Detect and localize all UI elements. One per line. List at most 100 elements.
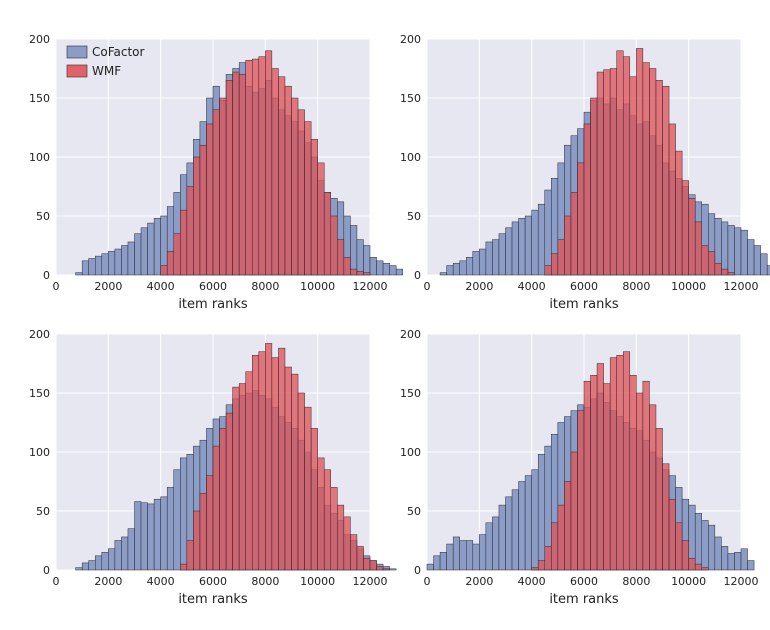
bar-wmf	[688, 198, 696, 276]
x-tick-label: 6000	[199, 575, 227, 588]
tick-labels: 0 2000 4000 6000 8000 10000 12000 0 50 100 150 200	[400, 328, 759, 588]
bar-wmf	[649, 404, 657, 571]
bar-cofactor	[350, 225, 358, 276]
bar-wmf	[655, 428, 663, 571]
bar-wmf	[629, 375, 637, 571]
bar-wmf	[252, 58, 260, 276]
bar-wmf	[271, 357, 279, 571]
bar-wmf	[694, 221, 703, 276]
y-tick-label: 200	[29, 33, 50, 46]
panel-bottom-left: 0 2000 4000 6000 8000 10000 12000050100150200 …	[29, 328, 397, 607]
bar-wmf	[173, 233, 181, 276]
bar-wmf	[278, 76, 286, 276]
y-tick-label: 200	[29, 328, 50, 341]
x-tick-label: 6000	[570, 575, 598, 588]
bar-wmf	[616, 50, 624, 276]
bar-cofactor	[740, 548, 748, 571]
tick-labels: 0 2000 4000 6000 8000 10000 12000 0 50 100 150 200	[29, 33, 388, 293]
legend: CoFactor WMF	[66, 45, 145, 78]
bar-cofactor	[760, 253, 768, 276]
y-tick-label: 200	[400, 328, 421, 341]
bar-cofactor	[439, 272, 447, 276]
bar-cofactor	[498, 504, 506, 571]
y-tick-label: 0	[414, 269, 421, 282]
x-tick-label: 2000	[94, 575, 122, 588]
x-tick-label: 2000	[465, 575, 493, 588]
bar-cofactor	[88, 560, 96, 571]
bar-cofactor	[147, 222, 155, 276]
bar-wmf	[609, 68, 617, 276]
bar-wmf	[225, 80, 233, 276]
bar-cofactor	[727, 553, 735, 571]
bar-wmf	[238, 383, 246, 571]
y-tick-label: 100	[29, 446, 50, 459]
bar-wmf	[701, 567, 709, 571]
bar-wmf	[577, 162, 585, 276]
bar-wmf	[551, 253, 559, 276]
x-axis-label: item ranks	[178, 297, 248, 312]
bar-wmf	[310, 428, 318, 571]
bar-cofactor	[472, 251, 480, 276]
bar-cofactor	[479, 248, 487, 276]
bar-wmf	[564, 215, 572, 276]
bar-wmf	[232, 71, 240, 276]
x-tick-label: 10000	[300, 575, 335, 588]
x-tick-label: 4000	[147, 575, 175, 588]
bar-cofactor	[694, 513, 703, 571]
bar-cofactor	[114, 248, 122, 276]
bar-wmf	[350, 534, 358, 571]
x-tick-label: 2000	[94, 280, 122, 293]
bar-wmf	[356, 546, 364, 571]
bar-wmf	[219, 97, 227, 276]
x-tick-label: 12000	[353, 280, 388, 293]
bar-wmf	[206, 123, 214, 276]
x-axis-label: item ranks	[549, 592, 619, 607]
bar-cofactor	[356, 239, 364, 276]
bar-cofactor	[518, 481, 526, 571]
bar-cofactor	[452, 536, 460, 571]
bar-cofactor	[537, 454, 546, 571]
bar-wmf	[603, 383, 611, 571]
bars	[439, 48, 770, 276]
bar-cofactor	[701, 520, 709, 571]
x-tick-label: 8000	[622, 575, 650, 588]
bar-cofactor	[753, 245, 761, 276]
bar-wmf	[688, 557, 696, 571]
bar-cofactor	[81, 562, 89, 571]
bar-cofactor	[108, 251, 116, 276]
bar-cofactor	[95, 555, 103, 571]
y-tick-label: 100	[29, 151, 50, 164]
bar-wmf	[363, 557, 371, 571]
bar-cofactor	[708, 524, 716, 571]
x-tick-label: 4000	[518, 280, 546, 293]
bar-wmf	[284, 366, 292, 571]
bar-wmf	[662, 85, 670, 276]
bar-wmf	[232, 386, 240, 571]
y-tick-label: 150	[29, 92, 50, 105]
bar-cofactor	[439, 552, 447, 571]
panel-top-left: 0 2000 4000 6000 8000 10000 12000050100150200 …	[29, 33, 403, 312]
bar-cofactor	[114, 540, 122, 571]
bar-wmf	[304, 121, 312, 276]
bar-wmf	[583, 380, 591, 571]
bar-wmf	[590, 97, 598, 276]
x-tick-label: 0	[53, 280, 60, 293]
bar-wmf	[642, 62, 650, 276]
bar-wmf	[343, 257, 351, 276]
bar-cofactor	[389, 568, 397, 571]
x-tick-label: 0	[53, 575, 60, 588]
bar-cofactor	[140, 502, 148, 571]
bar-cofactor	[472, 543, 480, 571]
bar-cofactor	[524, 475, 532, 571]
bar-wmf	[238, 74, 246, 276]
bar-cofactor	[734, 552, 742, 571]
bar-wmf	[668, 498, 676, 571]
bar-wmf	[570, 451, 578, 571]
bar-cofactor	[511, 221, 519, 276]
bar-cofactor	[466, 257, 474, 276]
bar-cofactor	[531, 209, 539, 276]
bar-cofactor	[134, 233, 142, 276]
bars	[75, 50, 403, 276]
bar-wmf	[557, 239, 565, 276]
bar-wmf	[199, 144, 207, 276]
